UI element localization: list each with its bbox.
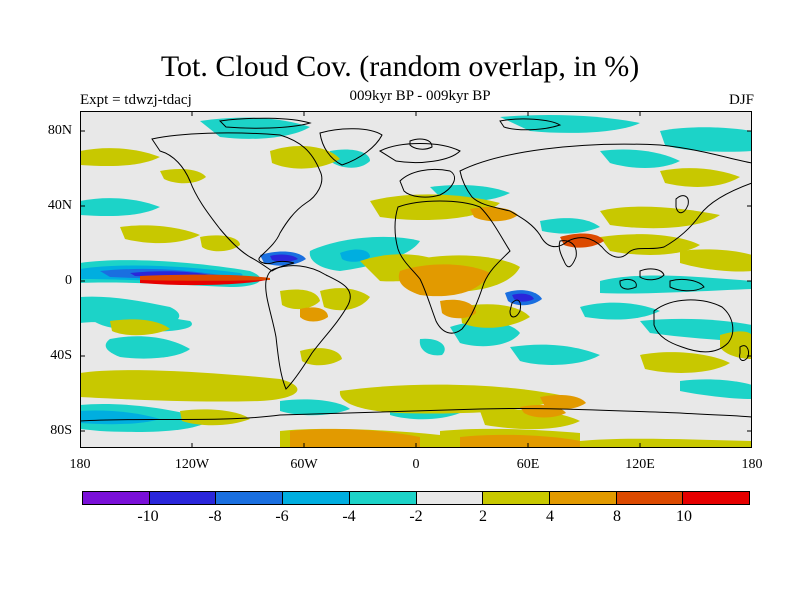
strong-positive-areas [140,207,604,448]
colorbar-label: 8 [613,508,621,525]
colorbar-label: -4 [342,508,356,525]
colorbar-segment [83,492,150,504]
experiment-label: Expt = tdwzj-tdacj [80,92,192,108]
lon-label-60w: 60W [290,457,318,472]
map-panel [80,111,752,448]
colorbar-label: -6 [275,508,289,525]
chart-subtitle: 009kyr BP - 009kyr BP [349,88,491,104]
colorbar-segment [549,492,617,504]
colorbar-segment [283,492,350,504]
colorbar-label: 4 [546,508,554,525]
lon-label-60e: 60E [516,457,540,472]
colorbar-label: -10 [137,508,159,525]
season-label: DJF [728,92,754,108]
axis-ticks [80,111,752,448]
colorbar-segment [683,492,750,504]
colorbar-label: 10 [676,508,692,525]
colorbar-segment [616,492,684,504]
lon-label-0: 0 [412,457,420,472]
lon-label-120e: 120E [625,457,655,472]
colorbar-segment [349,492,417,504]
colorbar-label: -8 [208,508,222,525]
lat-label-80s: 80S [50,423,72,438]
lon-label-180e: 180 [741,457,763,472]
colorbar-label: 2 [479,508,487,525]
colorbar-segment [416,492,484,504]
colorbar-segment [483,492,550,504]
colorbar-segment [149,492,217,504]
map-svg [80,111,752,448]
colorbar-label: -2 [409,508,423,525]
coastlines [80,117,752,422]
colorbar-segment [216,492,284,504]
positive-anomaly-areas [80,145,752,448]
lon-label-180w: 180 [69,457,91,472]
chart-title: Tot. Cloud Cov. (random overlap, in %) [160,50,640,83]
lat-label-40s: 40S [50,348,72,363]
lat-label-0: 0 [65,273,72,288]
colorbar [82,491,750,505]
lon-label-120w: 120W [174,457,210,472]
lat-label-80n: 80N [47,123,72,138]
lat-label-40n: 40N [47,198,72,213]
